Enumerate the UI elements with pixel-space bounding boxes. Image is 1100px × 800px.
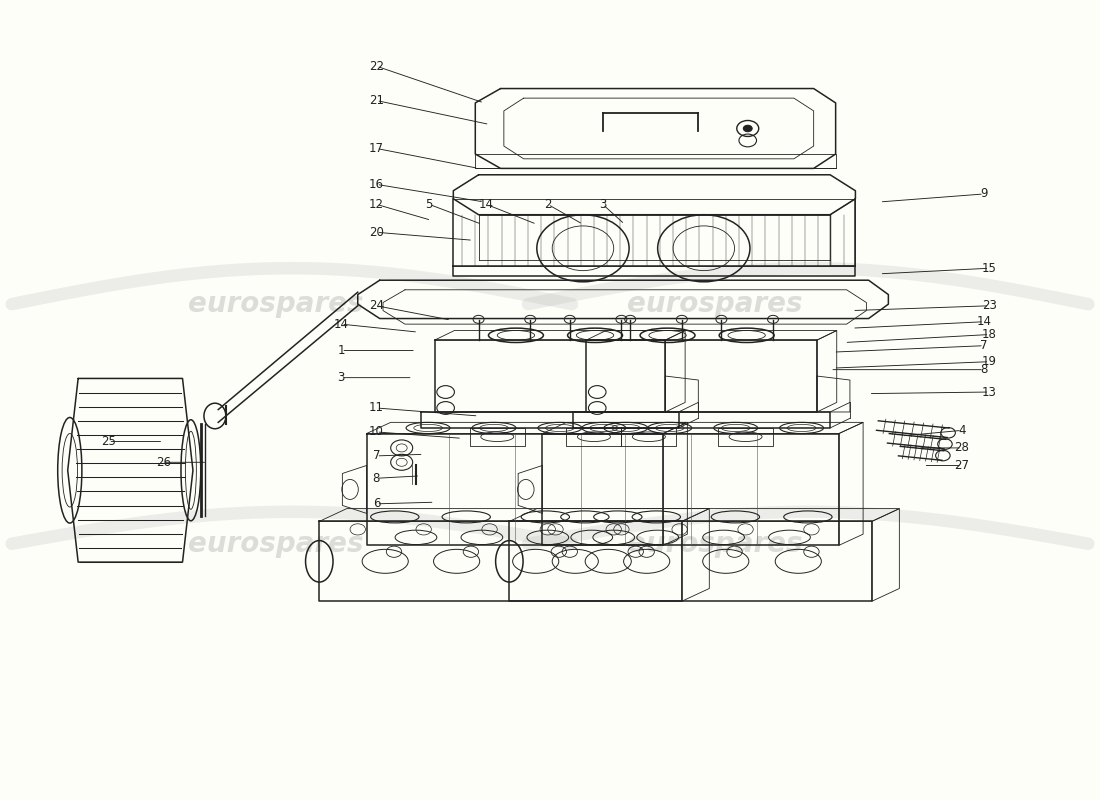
Text: 6: 6 (373, 498, 381, 510)
Text: 17: 17 (368, 142, 384, 155)
Text: 14: 14 (333, 318, 349, 330)
Text: 2: 2 (544, 198, 551, 211)
Text: 8: 8 (373, 472, 381, 485)
Text: 14: 14 (977, 315, 991, 328)
Text: 28: 28 (955, 442, 969, 454)
Text: 12: 12 (368, 198, 384, 211)
Text: eurospares: eurospares (188, 530, 363, 558)
Text: 25: 25 (101, 435, 116, 448)
Text: 27: 27 (955, 459, 969, 472)
Text: 21: 21 (368, 94, 384, 107)
Text: 9: 9 (980, 187, 988, 201)
Text: 24: 24 (368, 299, 384, 312)
Text: 10: 10 (368, 426, 384, 438)
Text: eurospares: eurospares (188, 290, 363, 318)
Text: 13: 13 (982, 386, 997, 398)
Text: 11: 11 (368, 402, 384, 414)
Text: 20: 20 (368, 226, 384, 238)
Text: 4: 4 (958, 424, 966, 437)
Text: 7: 7 (980, 339, 988, 352)
Text: 14: 14 (478, 198, 494, 211)
Text: 18: 18 (982, 328, 997, 341)
Circle shape (744, 126, 752, 132)
Text: eurospares: eurospares (627, 290, 803, 318)
Text: 8: 8 (980, 363, 988, 376)
Text: 7: 7 (373, 450, 381, 462)
Text: 3: 3 (600, 198, 606, 211)
Text: 19: 19 (982, 355, 997, 368)
Text: 16: 16 (368, 178, 384, 191)
Text: 15: 15 (982, 262, 997, 274)
Text: 22: 22 (368, 60, 384, 73)
Text: 3: 3 (338, 371, 345, 384)
Text: 1: 1 (338, 344, 345, 357)
Text: 26: 26 (156, 456, 170, 469)
Text: 23: 23 (982, 299, 997, 312)
Text: 5: 5 (426, 198, 432, 211)
Text: eurospares: eurospares (627, 530, 803, 558)
